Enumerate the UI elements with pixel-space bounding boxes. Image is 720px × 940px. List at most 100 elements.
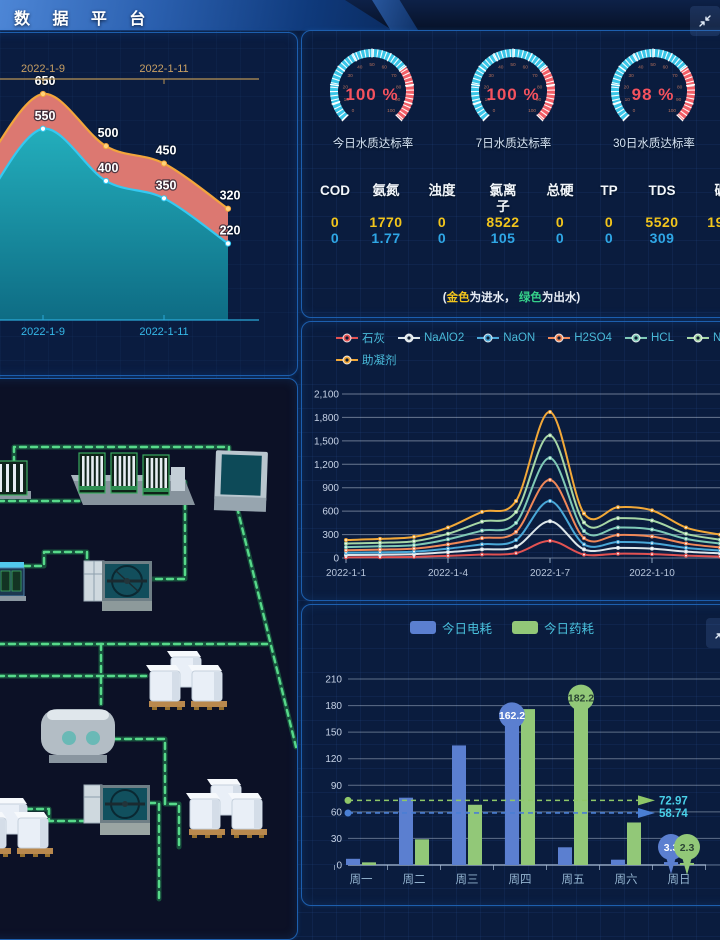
gauge-tick-label: 50 (650, 62, 656, 68)
plant-3d-panel (0, 378, 298, 940)
legend-marker (398, 333, 420, 343)
gauge-0: 0 10 20 30 40 50 60 70 80 90 100 100 % 今日水质达标率 (304, 41, 442, 151)
gauge-tick-label: 90 (536, 97, 542, 103)
legend-item[interactable]: 助凝剂 (336, 352, 397, 368)
collapse-icon[interactable] (706, 618, 720, 648)
pin-value: 182.2 (568, 692, 594, 704)
gauge-tick-label: 40 (357, 65, 363, 71)
note-part: ( (442, 292, 447, 304)
inflow-outflow-area-chart[interactable]: 650 500 450 320 550 400 350 220 2022-1-9 2022-1-9… (0, 33, 297, 375)
data-label: 320 (220, 189, 241, 203)
y-tick-label: 300 (322, 530, 339, 541)
legend-item[interactable]: NaCLO (686, 330, 720, 346)
x-tick-label: 2022-1-7 (530, 568, 570, 579)
table-header: TDS (648, 183, 676, 198)
tote-pallet (149, 701, 185, 710)
table-cell: 1.77 (371, 230, 401, 247)
gauge-tick-label: 60 (382, 65, 388, 71)
legend-item[interactable]: NaAlO2 (398, 330, 464, 346)
tote-pallet (0, 848, 11, 857)
gauge-tick-label: 30 (488, 73, 494, 79)
legend-marker (624, 333, 647, 343)
consumption-panel: 今日电耗 今日药耗 0 30 60 90 120 150 180 210 周一 周二 周三 周四 周五 周六… (301, 604, 720, 906)
data-point (39, 90, 47, 98)
y-tick-label: 1,800 (314, 413, 339, 424)
legend-swatch (512, 621, 538, 634)
note-part: 绿色 (518, 292, 542, 304)
plant-3d-view[interactable] (0, 379, 297, 939)
table-cell: 0 (437, 230, 447, 247)
gauge-tick-label: 0 (492, 108, 495, 114)
table-header: 总硬 (546, 183, 574, 198)
legend-item[interactable]: 今日药耗 (512, 618, 594, 637)
data-point (160, 160, 168, 167)
consumption-legend: 今日电耗 今日药耗 (302, 618, 702, 637)
data-label: 450 (156, 144, 177, 158)
series-line (345, 539, 720, 559)
bar (415, 839, 429, 865)
table-header: 氯离子 (489, 183, 517, 214)
table-cell: 0 (555, 214, 565, 231)
data-label: 350 (156, 178, 177, 192)
membrane-rack-left (0, 460, 31, 499)
gauge-label: 30日水质达标率 (613, 138, 695, 150)
table-cell: 0 (330, 214, 340, 231)
pin-value: 2.3 (680, 842, 695, 854)
value-pin: 2.3 (674, 834, 700, 875)
dosing-legend: 石灰 NaAlO2 NaON H2SO4 HCL NaCLO 助凝剂 (336, 330, 720, 374)
gauge-tick-label: 70 (391, 73, 397, 79)
legend-item[interactable]: 石灰 (336, 330, 385, 346)
data-point (224, 205, 232, 212)
gauge-tick-label: 10 (344, 97, 350, 103)
gauge-tick-label: 30 (628, 73, 634, 79)
pin-value: 162.2 (499, 710, 525, 722)
legend-label: H2SO4 (574, 332, 612, 344)
table-header: 碱度 (692, 181, 720, 199)
table-cell: 0 (330, 230, 340, 247)
inflow-outflow-area-panel: 650 500 450 320 550 400 350 220 2022-1-9 2022-1-9… (0, 32, 298, 376)
outflow-area (0, 128, 228, 320)
gauge-tick-label: 0 (352, 108, 355, 114)
collapse-arrows-icon (715, 633, 720, 639)
y-tick-label: 150 (325, 728, 342, 739)
legend-marker (336, 333, 358, 343)
gauge-tick-label: 50 (369, 62, 375, 68)
legend-item[interactable]: H2SO4 (548, 330, 612, 346)
series-line (345, 410, 720, 542)
gauge-1: 0 10 20 30 40 50 60 70 80 90 100 100 % 7日水质达标率 (445, 41, 583, 151)
tote-cube (188, 665, 223, 702)
gauge-tick-label: 70 (532, 73, 538, 79)
legend-label: 今日药耗 (544, 622, 595, 636)
bar (399, 797, 413, 865)
bar (346, 858, 360, 865)
average-arrow (638, 807, 655, 818)
legend-label: NaCLO (713, 332, 720, 344)
bar (505, 721, 519, 865)
legend-marker (686, 333, 709, 343)
legend-item[interactable]: 今日电耗 (409, 618, 492, 637)
value-pin: 162.2 (499, 702, 525, 734)
gauge-tick-label: 80 (396, 85, 402, 91)
gauge-label: 7日水质达标率 (475, 138, 552, 150)
legend-label: 石灰 (362, 333, 385, 345)
legend-item[interactable]: HCL (624, 330, 674, 346)
clarifier-2 (83, 784, 150, 835)
clarifier-1 (83, 560, 152, 611)
tote-cube (228, 793, 263, 830)
average-label: 58.74 (659, 808, 688, 820)
collapse-icon[interactable] (690, 6, 720, 36)
average-label: 72.97 (659, 795, 688, 807)
gauge-value: 100 % (486, 85, 539, 104)
tote-pallet (189, 829, 225, 838)
header-banner (0, 0, 392, 30)
top-axis-tick: 2022-1-11 (139, 63, 188, 75)
dosing-line-chart[interactable]: 0 300 600 900 1,200 1,500 1,800 2,100 2022-1-1 20… (302, 386, 720, 598)
x-tick-label: 2022-1-10 (629, 568, 675, 579)
bottom-axis-tick: 2022-1-9 (21, 326, 65, 338)
legend-item[interactable]: NaON (477, 330, 535, 346)
gauge-tick-label: 60 (663, 65, 669, 71)
tote-pallet (231, 829, 267, 838)
x-tick-label: 2022-1-1 (326, 568, 366, 579)
bottom-axis-tick: 2022-1-11 (139, 326, 188, 338)
